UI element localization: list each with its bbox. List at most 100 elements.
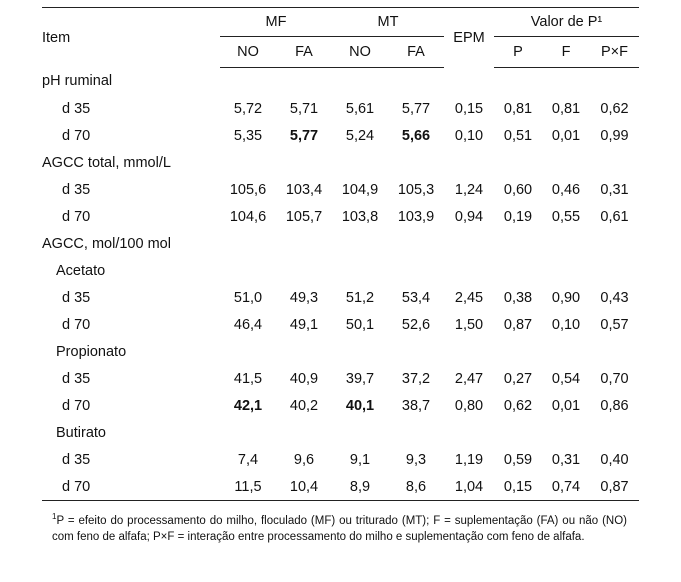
- table-cell: 105,3: [397, 181, 435, 198]
- table-row: d 35 5,72 5,71 5,61 5,77 0,15 0,81 0,81 0,62: [42, 95, 639, 122]
- table-cell: 103,8: [341, 208, 379, 225]
- table-cell: 42,1: [233, 397, 263, 414]
- header-mf: MF: [220, 8, 332, 37]
- empty-cell: [332, 230, 388, 257]
- table-cell: 0,87: [590, 473, 640, 501]
- table-row: d 35 105,6 103,4 104,9 105,3 1,24 0,60 0,46 0,31: [42, 176, 639, 203]
- table-cell: 39,7: [345, 370, 375, 387]
- empty-cell: [542, 68, 590, 96]
- table-cell: 0,10: [454, 127, 484, 144]
- table-cell: 1,50: [454, 316, 484, 333]
- table-cell: 50,1: [345, 316, 375, 333]
- empty-cell: [388, 419, 444, 446]
- empty-cell: [590, 338, 639, 365]
- empty-cell: [220, 230, 276, 257]
- row-label: Acetato: [56, 262, 106, 279]
- empty-cell: [276, 68, 332, 96]
- row-label: AGCC, mol/100 mol: [42, 235, 171, 252]
- table-cell: 0,01: [551, 127, 581, 144]
- empty-cell: [388, 68, 444, 96]
- table-cell: 0,87: [503, 316, 533, 333]
- table-cell: 0,51: [503, 127, 533, 144]
- table-cell: 105,6: [229, 181, 267, 198]
- table-cell: 0,81: [503, 100, 533, 117]
- table-cell: 53,4: [401, 289, 431, 306]
- footnote-mark: 1: [52, 512, 57, 522]
- table-cell: 0,94: [454, 208, 484, 225]
- table-cell: 0,57: [600, 316, 629, 333]
- header-mf-no: NO: [220, 36, 276, 68]
- table-cell: 8,9: [332, 473, 388, 501]
- table-cell: 5,24: [345, 127, 375, 144]
- table-row: d 35 7,4 9,6 9,1 9,3 1,19 0,59 0,31 0,40: [42, 446, 639, 473]
- table-cell: 5,72: [233, 100, 263, 117]
- empty-cell: [388, 338, 444, 365]
- table-cell: 9,6: [293, 451, 315, 468]
- header-pxf: P×F: [590, 36, 640, 68]
- table-cell: 38,7: [401, 397, 431, 414]
- table-cell: 9,3: [405, 451, 427, 468]
- empty-cell: [220, 149, 276, 176]
- row-label: d 70: [42, 473, 220, 501]
- table-row: d 70 46,4 49,1 50,1 52,6 1,50 0,87 0,10 0,57: [42, 311, 639, 338]
- empty-cell: [444, 419, 494, 446]
- empty-cell: [494, 257, 542, 284]
- row-label: d 35: [62, 370, 91, 387]
- table-cell: 41,5: [233, 370, 263, 387]
- table-cell: 5,77: [401, 100, 431, 117]
- empty-cell: [332, 149, 388, 176]
- table-cell: 0,60: [503, 181, 533, 198]
- table-cell: 0,54: [551, 370, 581, 387]
- header-row-1: Item MF MT EPM Valor de P¹: [42, 8, 640, 46]
- table-cell: 5,61: [345, 100, 375, 117]
- results-table: Item MF MT EPM Valor de P¹ NO FA NO FA P…: [42, 8, 640, 501]
- empty-cell: [388, 230, 444, 257]
- empty-cell: [276, 149, 332, 176]
- table-cell: 52,6: [401, 316, 431, 333]
- section-row: Propionato: [42, 338, 639, 365]
- table-cell: 0,38: [503, 289, 533, 306]
- table-cell: 49,3: [289, 289, 319, 306]
- section-row: pH ruminal: [42, 68, 639, 96]
- header-p: P: [494, 36, 542, 68]
- table-cell: 2,47: [454, 370, 484, 387]
- table-cell: 0,74: [542, 473, 590, 501]
- empty-cell: [590, 149, 639, 176]
- table-cell: 0,31: [600, 181, 629, 198]
- table-cell: 0,62: [600, 100, 629, 117]
- header-mt-fa: FA: [388, 36, 444, 68]
- table-cell: 1,04: [444, 473, 494, 501]
- table-cell: 1,24: [454, 181, 484, 198]
- row-label: pH ruminal: [42, 73, 113, 90]
- empty-cell: [494, 230, 542, 257]
- table-cell: 0,10: [551, 316, 581, 333]
- table-cell: 104,9: [341, 181, 379, 198]
- table-cell: 0,43: [600, 289, 629, 306]
- empty-cell: [542, 338, 590, 365]
- table-cell: 0,86: [600, 397, 629, 414]
- empty-cell: [444, 230, 494, 257]
- empty-cell: [542, 419, 590, 446]
- section-row: AGCC total, mmol/L: [42, 149, 639, 176]
- row-label: d 35: [62, 100, 91, 117]
- table-cell: 0,15: [494, 473, 542, 501]
- table-cell: 0,99: [600, 127, 629, 144]
- table-cell: 0,46: [551, 181, 581, 198]
- table-cell: 9,1: [349, 451, 371, 468]
- table-cell: 0,70: [600, 370, 629, 387]
- empty-cell: [220, 338, 276, 365]
- section-row: AGCC, mol/100 mol: [42, 230, 639, 257]
- empty-cell: [590, 419, 639, 446]
- table-cell: 0,59: [503, 451, 533, 468]
- table-row: d 35 41,5 40,9 39,7 37,2 2,47 0,27 0,54 0,70: [42, 365, 639, 392]
- empty-cell: [276, 338, 332, 365]
- table-cell: 1,19: [454, 451, 484, 468]
- empty-cell: [444, 257, 494, 284]
- header-item: Item: [42, 29, 71, 46]
- footnote: 1P = efeito do processamento do milho, f…: [52, 513, 627, 545]
- row-label: Propionato: [56, 343, 127, 360]
- table-row: d 70 11,5 10,4 8,9 8,6 1,04 0,15 0,74 0,87: [42, 473, 640, 501]
- footnote-text: P = efeito do processamento do milho, fl…: [52, 515, 627, 543]
- empty-cell: [220, 68, 276, 96]
- empty-cell: [276, 257, 332, 284]
